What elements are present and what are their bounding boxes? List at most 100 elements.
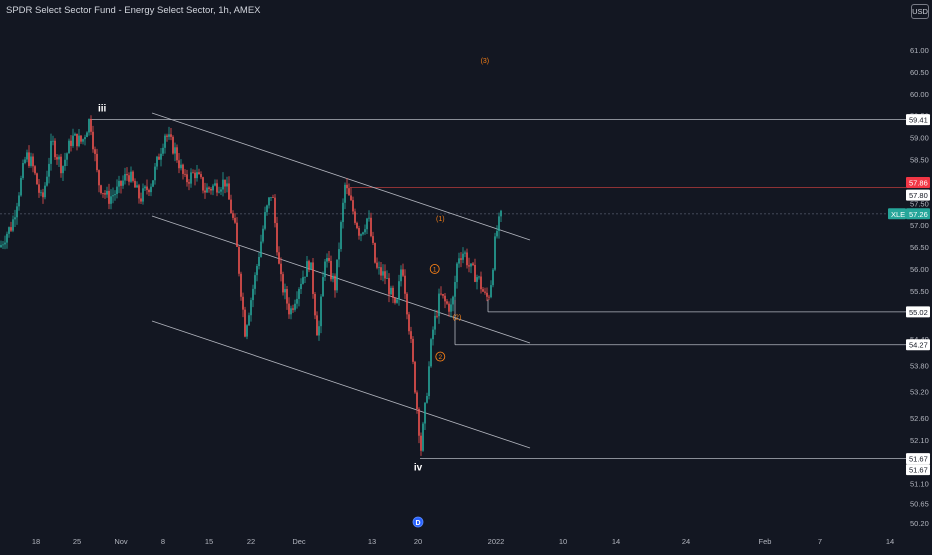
candle-body xyxy=(468,265,470,267)
candle-body xyxy=(412,338,414,362)
candle-body xyxy=(120,180,122,186)
candle-body xyxy=(324,261,326,278)
candle-body xyxy=(54,140,56,158)
candle-body xyxy=(372,236,374,243)
wave-label: (1) xyxy=(436,216,445,223)
x-tick-label: 24 xyxy=(682,537,690,546)
candle-body xyxy=(60,156,62,174)
candle-body xyxy=(112,195,114,197)
candle-body xyxy=(152,180,154,187)
candle-body xyxy=(142,188,144,202)
candle-body xyxy=(402,269,404,276)
candle-body xyxy=(104,193,106,195)
candle-body xyxy=(48,163,50,177)
candle-body xyxy=(266,205,268,213)
candle-body xyxy=(6,233,8,243)
candle-body xyxy=(132,171,134,181)
candle-body xyxy=(406,293,408,315)
candle-body xyxy=(378,267,380,268)
candle-body xyxy=(138,185,140,199)
candle-body xyxy=(78,135,80,147)
candle-body xyxy=(204,190,206,193)
candle-body xyxy=(298,289,300,299)
y-tick-label: 58.50 xyxy=(910,155,929,164)
candle-body xyxy=(82,139,84,142)
candle-body xyxy=(144,186,146,189)
candle-body xyxy=(316,315,318,336)
candle-body xyxy=(98,170,100,186)
candle-body xyxy=(0,245,2,248)
candle-body xyxy=(258,256,260,267)
candle-body xyxy=(458,258,460,264)
candle-body xyxy=(28,152,30,166)
candle-body xyxy=(126,174,128,176)
x-tick-label: Feb xyxy=(759,537,772,546)
y-tick-label: 61.00 xyxy=(910,46,929,55)
candle-body xyxy=(128,175,130,182)
candle-body xyxy=(392,287,394,298)
candle-body xyxy=(26,152,28,160)
candle-body xyxy=(366,218,368,230)
candle-body xyxy=(370,217,372,237)
candle-body xyxy=(208,187,210,189)
candle-body xyxy=(380,267,382,276)
candle-body xyxy=(346,184,348,189)
candle-body xyxy=(76,133,78,147)
candle-body xyxy=(42,192,44,198)
candle-body xyxy=(410,331,412,339)
candle-body xyxy=(134,180,136,188)
candle-body xyxy=(90,118,92,132)
y-tick-label: 55.50 xyxy=(910,287,929,296)
candle-body xyxy=(434,315,436,330)
wave-label: (3) xyxy=(481,58,490,65)
candle-body xyxy=(312,262,314,294)
candle-body xyxy=(70,140,72,146)
candle-body xyxy=(10,227,12,231)
price-label: 57.80 xyxy=(909,191,928,200)
candle-body xyxy=(484,291,486,293)
candle-body xyxy=(108,190,110,204)
y-tick-label: 50.20 xyxy=(910,519,929,528)
candle-body xyxy=(168,134,170,137)
candle-body xyxy=(254,275,256,289)
candle-body xyxy=(148,189,150,193)
candle-body xyxy=(176,147,178,161)
candle-body xyxy=(162,147,164,154)
candle-body xyxy=(160,153,162,160)
candle-body xyxy=(278,252,280,264)
candle-body xyxy=(470,263,472,267)
candle-body xyxy=(376,262,378,268)
candle-body xyxy=(34,166,36,174)
candle-body xyxy=(496,230,498,237)
candle-body xyxy=(246,325,248,337)
candle-body xyxy=(240,273,242,297)
candle-body xyxy=(274,197,276,224)
candle-body xyxy=(220,189,222,192)
candle-body xyxy=(336,259,338,291)
candle-body xyxy=(248,315,250,326)
candle-body xyxy=(306,261,308,277)
candle-body xyxy=(62,166,64,174)
candle-body xyxy=(96,153,98,171)
candle-body xyxy=(36,173,38,185)
x-tick-label: 10 xyxy=(559,537,567,546)
x-tick-label: 2022 xyxy=(488,537,505,546)
x-tick-label: 14 xyxy=(612,537,620,546)
candle-body xyxy=(426,396,428,403)
candle-body xyxy=(244,309,246,337)
candle-body xyxy=(116,186,118,195)
candle-body xyxy=(314,293,316,316)
candle-body xyxy=(212,185,214,191)
candle-body xyxy=(446,301,448,304)
x-tick-label: 15 xyxy=(205,537,213,546)
candle-body xyxy=(294,303,296,310)
candle-body xyxy=(140,198,142,202)
candle-body xyxy=(232,213,234,218)
symbol-tag-box xyxy=(888,208,906,220)
candle-body xyxy=(100,185,102,194)
candle-body xyxy=(464,252,466,254)
currency-badge[interactable]: USD xyxy=(911,4,929,19)
candle-body xyxy=(226,183,228,187)
